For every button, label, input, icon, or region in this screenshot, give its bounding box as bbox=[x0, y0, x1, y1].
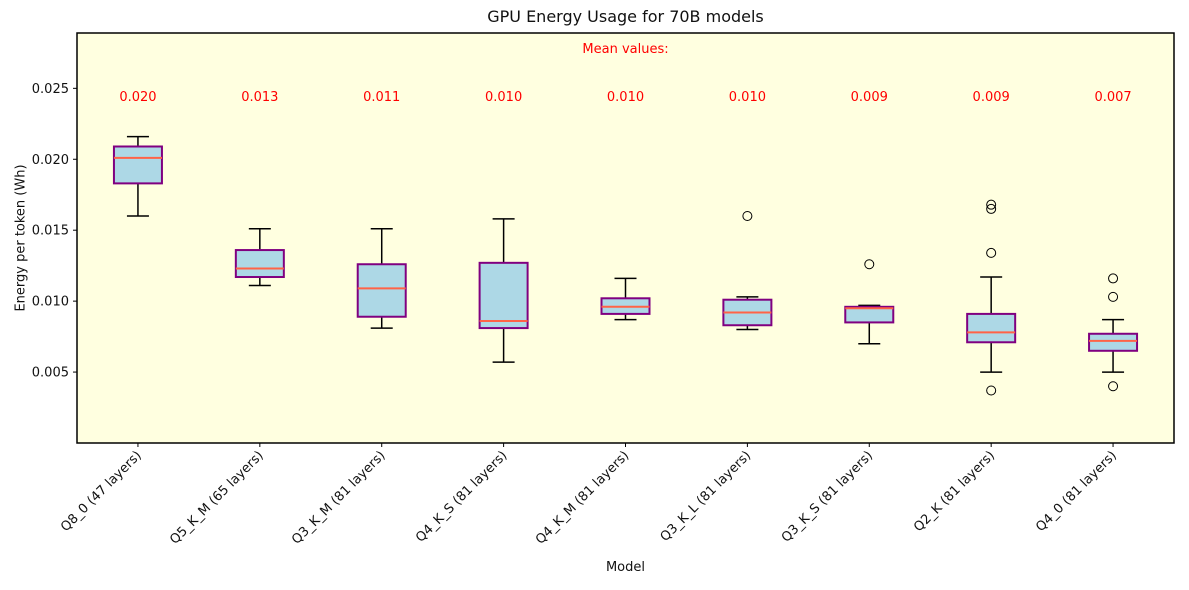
x-tick-label: Q5_K_M (65 layers) bbox=[167, 448, 266, 547]
mean-value-label: 0.010 bbox=[607, 90, 644, 105]
outlier-point bbox=[986, 247, 997, 258]
iqr-box bbox=[966, 312, 1017, 344]
outlier-point bbox=[986, 385, 997, 396]
x-tick-label: Q3_K_M (81 layers) bbox=[289, 448, 388, 547]
x-tick-label: Q4_0 (81 layers) bbox=[1033, 448, 1120, 535]
x-tick-label: Q3_K_L (81 layers) bbox=[658, 448, 755, 545]
y-tick-label: 0.020 bbox=[32, 153, 69, 168]
mean-values-header: Mean values: bbox=[582, 42, 669, 57]
mean-value-label: 0.009 bbox=[851, 90, 888, 105]
mean-value-label: 0.010 bbox=[485, 90, 522, 105]
outlier-point bbox=[1108, 381, 1119, 392]
iqr-box bbox=[112, 145, 163, 185]
mean-value-label: 0.013 bbox=[241, 90, 278, 105]
iqr-box bbox=[356, 263, 407, 318]
outlier-point bbox=[742, 211, 753, 222]
axes-frame bbox=[76, 32, 1175, 444]
iqr-box bbox=[844, 305, 895, 324]
mean-value-label: 0.007 bbox=[1094, 90, 1131, 105]
y-axis-label: Energy per token (Wh) bbox=[13, 164, 29, 312]
outlier-point bbox=[1108, 273, 1119, 284]
outlier-point bbox=[986, 199, 997, 210]
outlier-point bbox=[986, 203, 997, 214]
chart-title: GPU Energy Usage for 70B models bbox=[487, 7, 764, 26]
iqr-box bbox=[234, 249, 285, 279]
y-tick-label: 0.010 bbox=[32, 295, 69, 310]
y-tick-label: 0.015 bbox=[32, 224, 69, 239]
mean-value-label: 0.009 bbox=[973, 90, 1010, 105]
x-tick-label: Q8_0 (47 layers) bbox=[58, 448, 145, 535]
y-tick-label: 0.005 bbox=[32, 366, 69, 381]
y-tick-label: 0.025 bbox=[32, 82, 69, 97]
outlier-point bbox=[1108, 291, 1119, 302]
mean-value-label: 0.010 bbox=[729, 90, 766, 105]
x-tick-label: Q3_K_S (81 layers) bbox=[779, 448, 876, 545]
mean-value-label: 0.020 bbox=[119, 90, 156, 105]
iqr-box bbox=[478, 261, 529, 330]
outlier-point bbox=[864, 259, 875, 270]
mean-value-label: 0.011 bbox=[363, 90, 400, 105]
x-tick-label: Q4_K_S (81 layers) bbox=[413, 448, 510, 545]
iqr-box bbox=[1088, 332, 1139, 352]
x-axis-label: Model bbox=[605, 560, 646, 575]
x-tick-label: Q2_K (81 layers) bbox=[911, 448, 998, 535]
x-tick-label: Q4_K_M (81 layers) bbox=[533, 448, 632, 547]
